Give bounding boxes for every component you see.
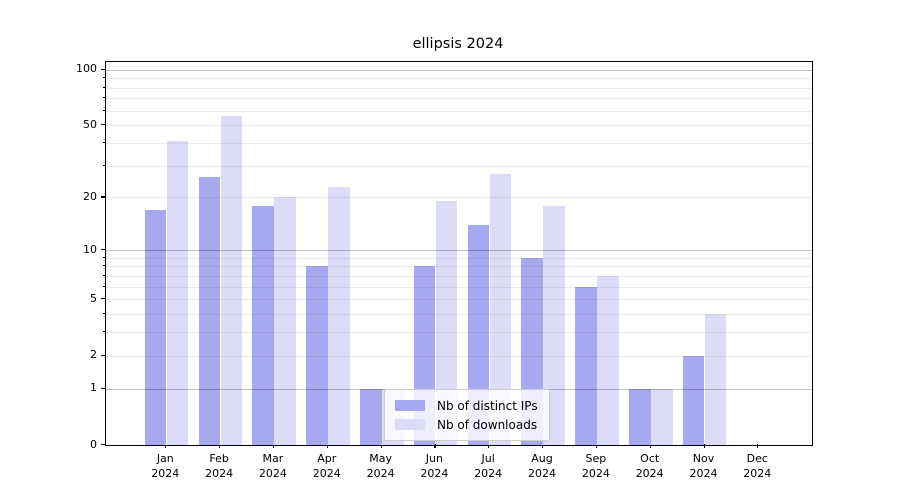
x-tick-label-jul: Jul 2024 xyxy=(474,452,503,480)
y-minor-tick-30 xyxy=(102,164,105,166)
legend-swatch-downloads xyxy=(395,419,425,430)
y-minor-tick-7 xyxy=(102,274,105,277)
bar-nb-of-downloads-aug xyxy=(543,205,565,445)
y-minor-tick-6 xyxy=(102,285,105,287)
legend-label-downloads: Nb of downloads xyxy=(437,417,538,432)
bar-nb-of-distinct-ips-oct xyxy=(629,388,651,445)
bar-nb-of-distinct-ips-feb xyxy=(198,177,221,445)
bar-nb-of-distinct-ips-mar xyxy=(252,205,274,445)
y-minor-tick-60 xyxy=(102,109,105,111)
x-tick-oct xyxy=(649,444,651,448)
bar-nb-of-downloads-oct xyxy=(651,388,673,445)
gridline-minor-70 xyxy=(106,98,812,100)
y-tick-100 xyxy=(101,68,105,70)
y-minor-tick-4 xyxy=(102,313,105,315)
bar-nb-of-downloads-nov xyxy=(704,314,727,445)
x-tick-may xyxy=(380,444,382,448)
gridline-minor-7 xyxy=(106,275,812,277)
y-tick-1 xyxy=(101,387,105,389)
gridline-minor-3 xyxy=(106,332,812,334)
x-tick-feb xyxy=(219,444,221,448)
gridline-minor-2 xyxy=(106,355,812,357)
x-tick-aug xyxy=(542,444,544,448)
gridline-minor-50 xyxy=(106,125,812,127)
gridline-minor-30 xyxy=(106,165,812,167)
x-tick-mar xyxy=(272,444,275,448)
gridline-major-10 xyxy=(106,250,812,251)
y-minor-tick-70 xyxy=(102,97,105,99)
x-tick-label-oct: Oct 2024 xyxy=(635,452,664,480)
y-tick-20 xyxy=(101,196,105,198)
x-tick-label-jan: Jan 2024 xyxy=(151,452,180,480)
y-tick-label-5: 5 xyxy=(90,291,97,305)
gridline-major-100 xyxy=(106,69,812,71)
gridline-minor-60 xyxy=(106,110,812,112)
legend-label-distinct-ips: Nb of distinct IPs xyxy=(437,398,538,413)
y-tick-50 xyxy=(101,124,105,126)
y-tick-label-0: 0 xyxy=(90,437,97,451)
bar-nb-of-downloads-jun xyxy=(435,201,458,445)
bar-nb-of-downloads-jan xyxy=(166,141,189,445)
legend: Nb of distinct IPs Nb of downloads xyxy=(384,389,550,441)
x-tick-label-dec: Dec 2024 xyxy=(743,452,772,480)
gridline-minor-40 xyxy=(106,143,812,144)
y-tick-label-20: 20 xyxy=(83,189,97,203)
bar-nb-of-distinct-ips-jan xyxy=(144,209,167,445)
x-tick-label-apr: Apr 2024 xyxy=(312,452,341,480)
y-minor-tick-80 xyxy=(102,86,105,88)
x-tick-label-jun: Jun 2024 xyxy=(420,452,449,480)
x-tick-sep xyxy=(595,444,598,448)
y-minor-tick-8 xyxy=(102,265,105,267)
y-tick-label-10: 10 xyxy=(83,242,97,256)
x-tick-nov xyxy=(703,444,705,448)
bar-nb-of-distinct-ips-nov xyxy=(682,355,705,445)
y-minor-tick-90 xyxy=(102,77,105,79)
x-tick-label-feb: Feb 2024 xyxy=(205,452,234,480)
bar-nb-of-downloads-feb xyxy=(220,116,243,445)
y-tick-2 xyxy=(101,354,105,356)
legend-swatch-distinct-ips xyxy=(395,400,425,411)
y-minor-tick-40 xyxy=(102,142,105,144)
x-tick-label-mar: Mar 2024 xyxy=(258,452,287,480)
y-tick-0 xyxy=(101,444,105,446)
x-tick-apr xyxy=(326,444,328,448)
gridline-minor-5 xyxy=(106,299,812,301)
x-tick-jun xyxy=(434,444,436,448)
bar-nb-of-downloads-mar xyxy=(274,197,296,445)
y-tick-10 xyxy=(101,249,105,251)
gridline-minor-80 xyxy=(106,87,812,89)
x-tick-label-sep: Sep 2024 xyxy=(581,452,610,480)
chart-title: ellipsis 2024 xyxy=(412,36,504,52)
x-tick-label-may: May 2024 xyxy=(366,452,395,480)
gridline-minor-9 xyxy=(106,257,812,259)
gridline-minor-20 xyxy=(106,197,812,199)
x-tick-label-nov: Nov 2024 xyxy=(689,452,718,480)
bar-nb-of-distinct-ips-sep xyxy=(575,286,597,445)
y-tick-label-50: 50 xyxy=(83,117,97,131)
bar-nb-of-distinct-ips-apr xyxy=(306,266,328,445)
legend-item-distinct-ips: Nb of distinct IPs xyxy=(395,396,541,415)
x-tick-jan xyxy=(165,444,167,448)
y-tick-label-100: 100 xyxy=(76,62,97,76)
legend-item-downloads: Nb of downloads xyxy=(395,415,541,434)
y-minor-tick-3 xyxy=(102,331,105,333)
gridline-minor-90 xyxy=(106,78,812,80)
gridline-minor-4 xyxy=(106,314,812,316)
x-tick-dec xyxy=(757,444,759,448)
bar-nb-of-downloads-jul xyxy=(489,174,512,445)
bar-nb-of-distinct-ips-may xyxy=(360,388,382,445)
bar-nb-of-downloads-apr xyxy=(328,186,350,445)
gridline-minor-6 xyxy=(106,286,812,288)
y-tick-label-1: 1 xyxy=(90,381,97,395)
plot-area: Nb of distinct IPs Nb of downloads xyxy=(105,61,813,446)
y-tick-5 xyxy=(101,298,105,300)
bar-nb-of-downloads-sep xyxy=(597,275,619,445)
y-tick-label-2: 2 xyxy=(90,348,97,362)
y-minor-tick-9 xyxy=(102,256,105,258)
x-tick-label-aug: Aug 2024 xyxy=(528,452,556,480)
x-tick-jul xyxy=(488,444,490,448)
gridline-minor-8 xyxy=(106,266,812,268)
